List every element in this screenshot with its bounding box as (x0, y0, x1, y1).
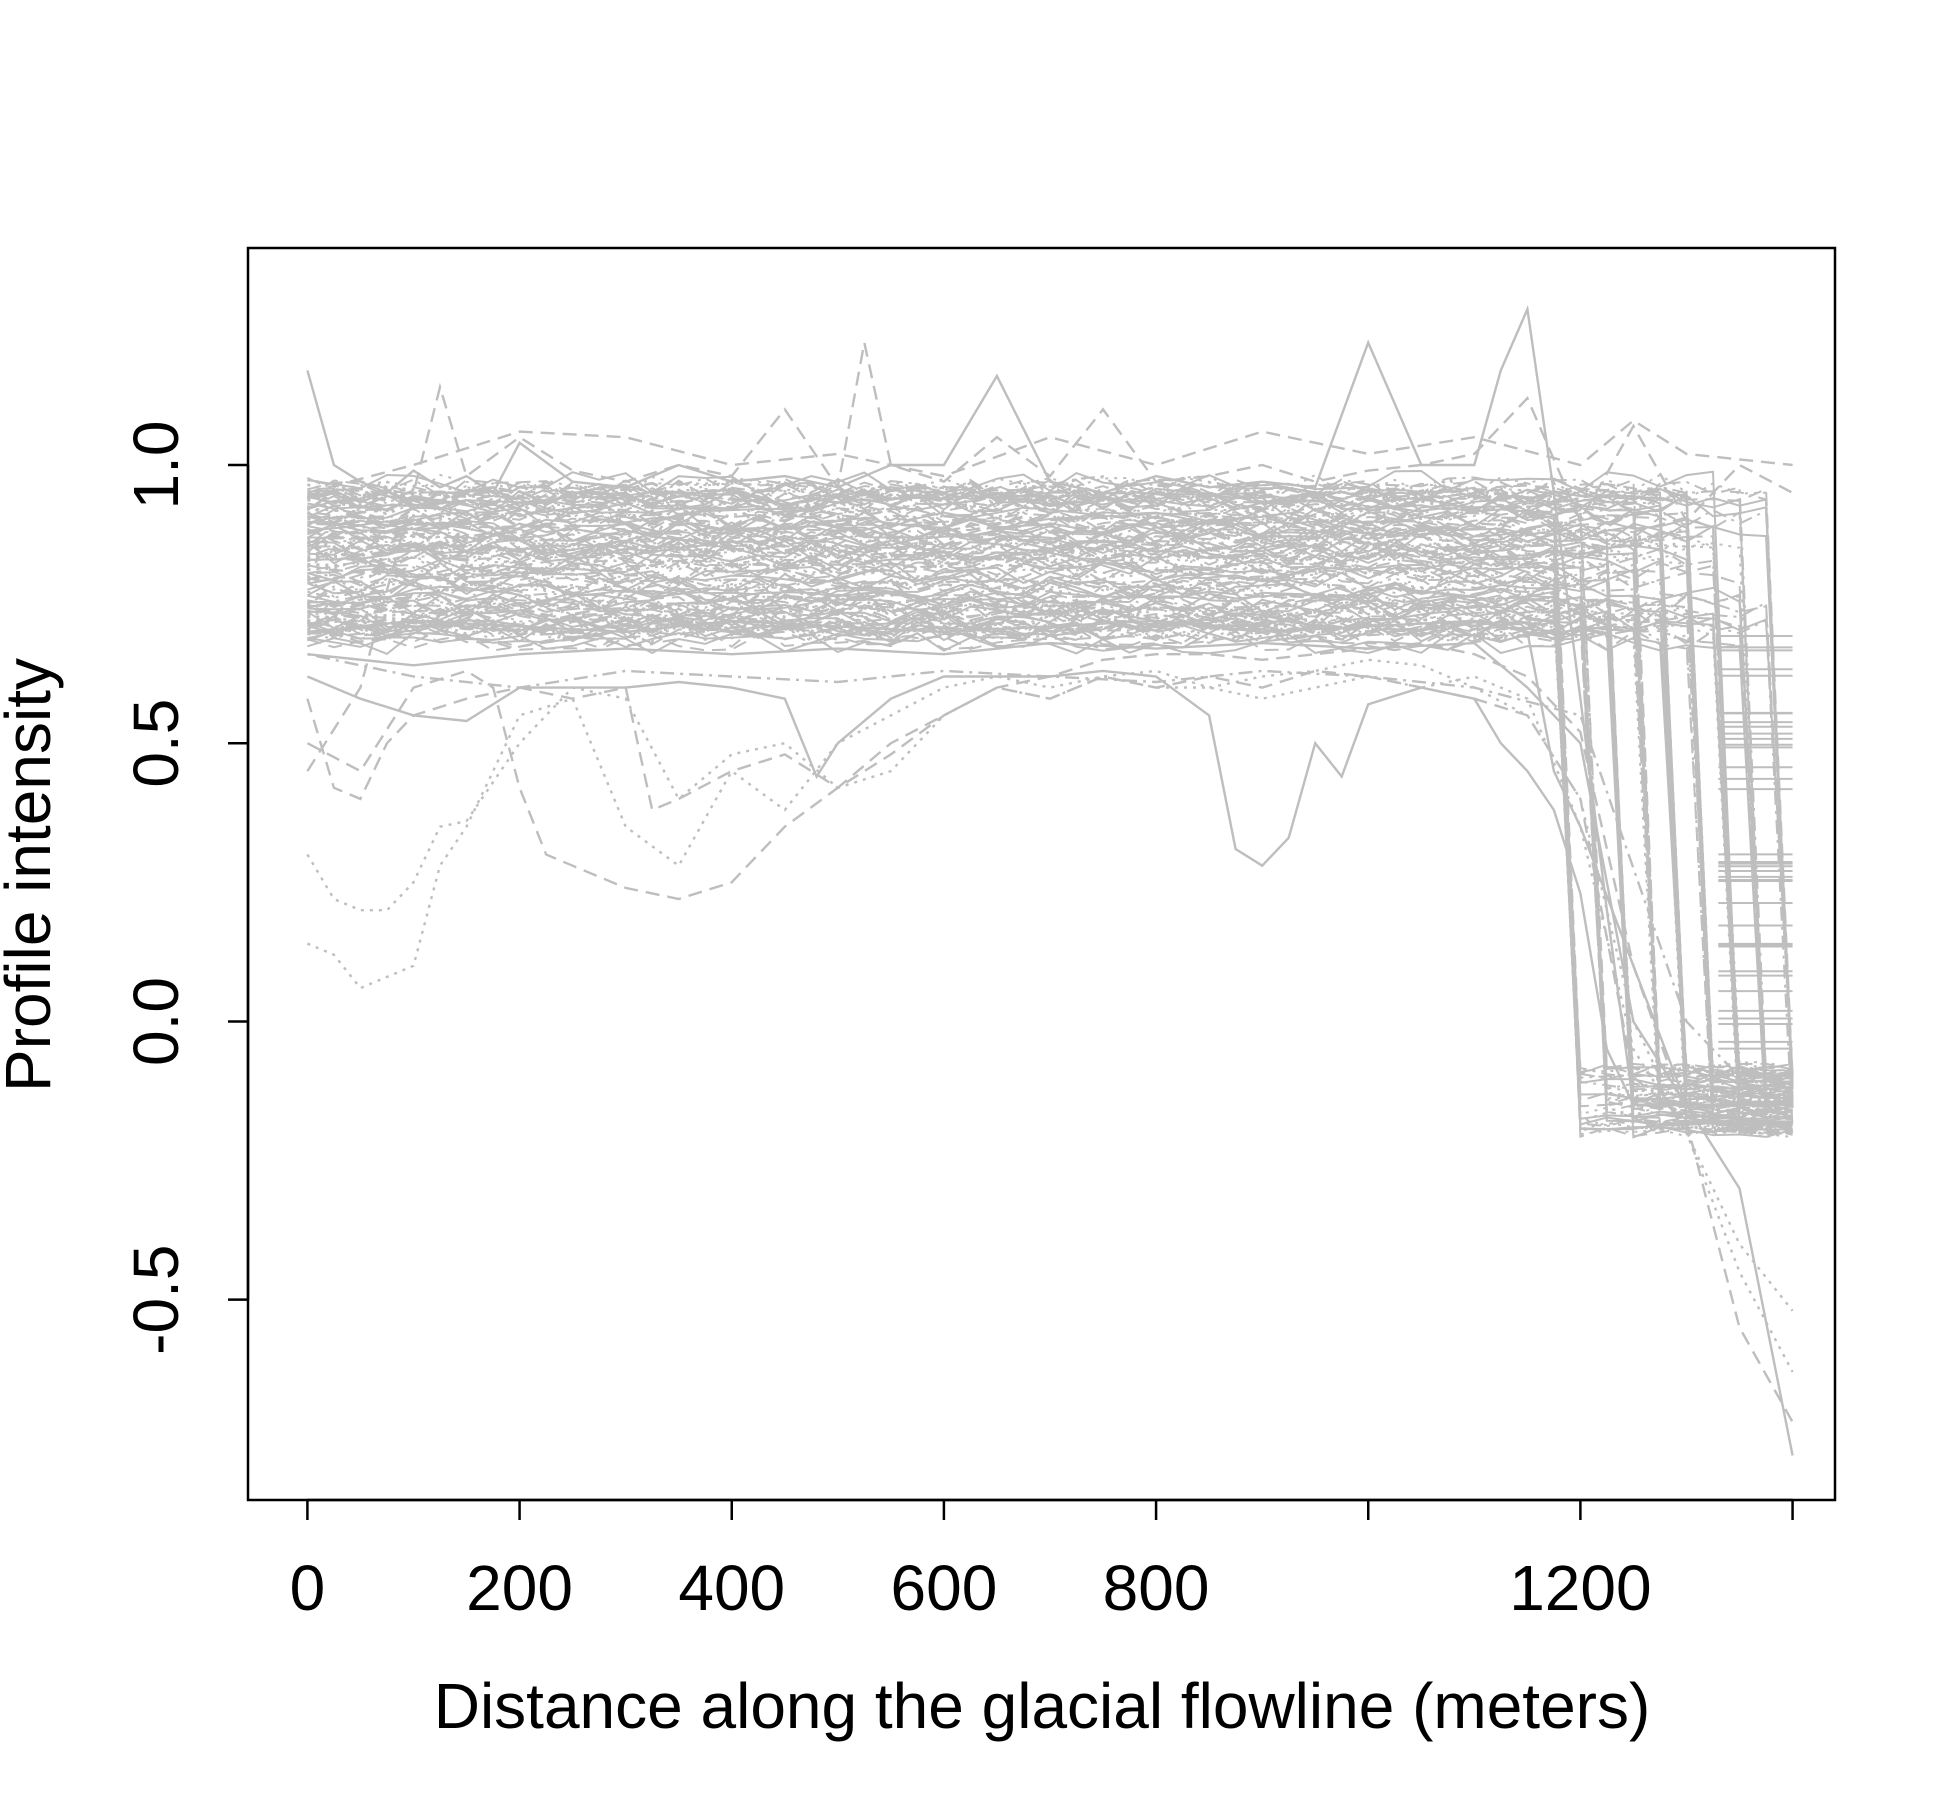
profile-line (307, 536, 1793, 1108)
profile-line (306, 526, 1793, 1116)
profile-line (307, 525, 1793, 1083)
series-line-3 (306, 669, 1793, 1123)
profile-line (307, 561, 1793, 1073)
profile-line (307, 580, 1793, 1090)
profile-line (307, 553, 1793, 1139)
profile-line (307, 559, 1793, 1119)
series-line-1 (306, 304, 1793, 1107)
profile-line (307, 603, 1793, 1109)
y-axis-label: Profile intensity (0, 658, 64, 1092)
profile-line (307, 586, 1793, 1126)
profile-line (307, 504, 1793, 1091)
profile-line (307, 602, 1793, 1104)
x-tick-label: 600 (891, 1552, 998, 1624)
x-tick-label: 200 (466, 1552, 573, 1624)
x-tick-label: 0 (290, 1552, 326, 1624)
series-layer (306, 304, 1794, 1456)
y-tick-label: 0.5 (120, 699, 192, 788)
series-line-4 (306, 641, 1793, 1134)
profile-line (307, 601, 1793, 1079)
profile-line (307, 485, 1793, 1110)
y-axis: -0.5 0.0 0.5 1.0 (120, 421, 250, 1355)
profile-line (306, 574, 1793, 1085)
profile-line (307, 595, 1793, 1082)
profile-line (307, 597, 1794, 1078)
profile-line (306, 530, 1793, 1131)
profile-line (306, 539, 1793, 1127)
profile-line (307, 490, 1793, 1126)
profile-line (307, 613, 1793, 1077)
profile-line (306, 498, 1793, 1086)
series-line-11 (307, 653, 1794, 1134)
x-axis-label: Distance along the glacial flowline (met… (434, 1670, 1651, 1742)
profile-line (307, 627, 1793, 1085)
profile-line (307, 489, 1793, 1079)
series-line-5 (306, 658, 1794, 1312)
series-line-10 (307, 419, 1793, 494)
x-tick-label: 1200 (1509, 1552, 1651, 1624)
profile-line (307, 616, 1793, 1111)
profile-line (307, 504, 1793, 1086)
profile-line (306, 477, 1793, 1093)
profile-line (307, 577, 1793, 1078)
profile-line (307, 613, 1793, 1091)
profile-line (307, 485, 1793, 1111)
y-tick-label: 1.0 (120, 421, 192, 510)
profile-line (307, 551, 1793, 1124)
profile-line (306, 523, 1793, 1120)
profile-line (306, 527, 1793, 1076)
profile-end-stubs (1718, 634, 1793, 1131)
x-tick-label: 400 (678, 1552, 785, 1624)
profile-line (307, 596, 1793, 1079)
profile-line (307, 592, 1793, 1080)
profile-line (307, 627, 1793, 1079)
profile-line (307, 614, 1793, 1108)
profile-line (307, 479, 1793, 1114)
series-line-9 (307, 619, 1793, 1107)
profile-line (306, 574, 1793, 1134)
profile-line (307, 559, 1793, 1130)
y-tick-label: -0.5 (120, 1245, 192, 1355)
profile-line (306, 504, 1793, 1096)
series-line-2 (306, 342, 1794, 772)
profile-line (307, 511, 1793, 1082)
profile-line (307, 478, 1794, 1077)
profile-line (306, 490, 1793, 1109)
profile-line (307, 578, 1793, 1097)
profile-line (307, 526, 1793, 1134)
profile-line (307, 515, 1793, 1124)
series-line-8 (307, 641, 1794, 1456)
profile-line (306, 497, 1793, 1127)
x-tick-label: 800 (1103, 1552, 1210, 1624)
series-line-7 (306, 669, 1794, 1423)
y-tick-label: 0.0 (120, 977, 192, 1066)
profile-line (307, 528, 1793, 1109)
x-axis: 0 200 400 600 800 1200 (290, 1498, 1794, 1624)
profile-line (307, 482, 1793, 1097)
profile-line (307, 615, 1793, 1134)
